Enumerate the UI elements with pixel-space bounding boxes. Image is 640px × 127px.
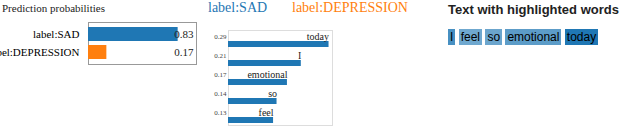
svg-text:label:SAD: label:SAD bbox=[33, 28, 79, 40]
html-text:Prediction probabilities: Prediction probabilities bbox=[2, 2, 105, 14]
html-text:feel: feel bbox=[460, 30, 480, 44]
html-text:Text with highlighted words: Text with highlighted words bbox=[448, 2, 619, 17]
svg-text:0.17: 0.17 bbox=[214, 71, 227, 79]
html-text:I: I bbox=[450, 30, 454, 44]
html-text:today: today bbox=[566, 30, 597, 44]
svg-text:0.21: 0.21 bbox=[214, 52, 227, 60]
html-text:so: so bbox=[487, 30, 501, 44]
svg-text:0.17: 0.17 bbox=[174, 46, 194, 58]
svg-text:0.29: 0.29 bbox=[214, 33, 227, 41]
svg-text:feel: feel bbox=[259, 107, 274, 118]
svg-text:0.83: 0.83 bbox=[174, 28, 194, 40]
html-text:label:DEPRESSION: label:DEPRESSION bbox=[292, 0, 408, 15]
svg-text:label:DEPRESSION: label:DEPRESSION bbox=[0, 46, 80, 58]
svg-text:today: today bbox=[307, 31, 329, 42]
svg-text:so: so bbox=[268, 88, 277, 99]
svg-text:0.14: 0.14 bbox=[214, 90, 227, 98]
html-text:emotional: emotional bbox=[507, 30, 560, 44]
svg-text:I: I bbox=[298, 50, 301, 61]
svg-text:0.13: 0.13 bbox=[214, 109, 227, 117]
svg-text:emotional: emotional bbox=[247, 69, 287, 80]
html-text:label:SAD: label:SAD bbox=[208, 0, 268, 15]
